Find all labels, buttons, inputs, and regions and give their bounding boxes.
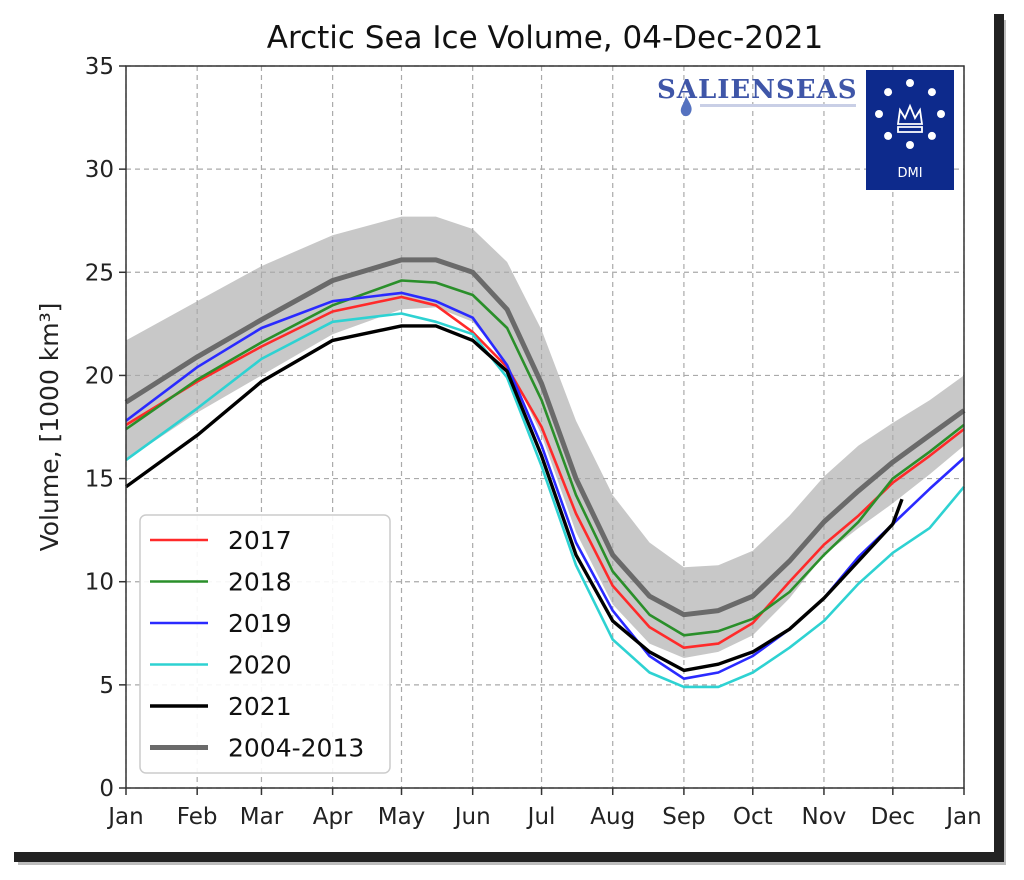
x-tick-label: Sep (662, 804, 705, 830)
y-axis-label: Volume, [1000 km³] (35, 303, 64, 552)
legend-items: 2017 2018 2019 2020 2021 2004-2013 (150, 526, 364, 763)
y-tick-label: 25 (85, 260, 114, 286)
dmi-star (937, 110, 945, 118)
dmi-star (927, 88, 936, 97)
series-lines (124, 257, 966, 689)
x-tick-label: Apr (313, 804, 353, 830)
series-line-2019 (125, 291, 965, 680)
dmi-stars-icon (875, 79, 945, 149)
dmi-star (906, 79, 914, 87)
x-tick-label: Jun (453, 804, 491, 830)
saliensea-underline (700, 104, 856, 107)
x-tick-label: Jan (944, 804, 981, 830)
dmi-star (884, 88, 893, 97)
dmi-logo-box (866, 70, 954, 190)
x-tick-label: Mar (240, 804, 284, 830)
series-line-2021 (125, 324, 904, 673)
chart-title: Arctic Sea Ice Volume, 04-Dec-2021 (267, 20, 823, 56)
dmi-star (875, 110, 883, 118)
y-axis: 0 5 10 15 20 25 30 35 (85, 54, 126, 802)
dmi-logo-text: DMI (897, 166, 922, 181)
saliensea-logo-text: SALIENSEAS (657, 75, 858, 105)
x-tick-label: Dec (871, 804, 916, 830)
saliensea-logo: SALIENSEAS (657, 75, 858, 117)
y-tick-label: 15 (85, 467, 114, 493)
plot-border (125, 65, 965, 789)
dmi-crown-icon (896, 103, 924, 133)
series-line-2017 (125, 295, 965, 649)
saliensea-drop-icon (680, 96, 692, 117)
x-tick-label: Nov (802, 804, 847, 830)
series-line-2020 (125, 312, 965, 689)
x-axis: Jan Feb Mar Apr May Jun Jul Aug Sep Oct Nov Dec Jan (106, 788, 982, 830)
x-tick-label: Jan (106, 804, 143, 830)
y-tick-label: 10 (85, 570, 114, 596)
y-tick-label: 5 (99, 673, 114, 699)
legend-label-2020: 2020 (228, 651, 292, 680)
x-tick-label: Feb (177, 804, 218, 830)
series-line-2018 (125, 279, 965, 637)
dmi-star (906, 141, 914, 149)
legend-box (139, 514, 391, 774)
x-tick-label: Oct (733, 804, 773, 830)
x-tick-label: Jul (526, 804, 556, 830)
legend-label-2018: 2018 (228, 568, 292, 597)
x-tick-label: Aug (590, 804, 635, 830)
dmi-logo: DMI (866, 70, 954, 190)
legend-label-2004-2013: 2004-2013 (228, 734, 364, 763)
y-tick-label: 0 (99, 776, 114, 802)
y-tick-label: 35 (85, 54, 114, 80)
y-tick-label: 30 (85, 157, 114, 183)
series-line-2004-2013 (124, 257, 966, 618)
dmi-star (884, 131, 893, 140)
y-tick-label: 20 (85, 363, 114, 389)
legend-label-2017: 2017 (228, 526, 292, 555)
legend: 2017 2018 2019 2020 2021 2004-2013 (139, 514, 391, 774)
legend-label-2021: 2021 (228, 692, 292, 721)
legend-label-2019: 2019 (228, 609, 292, 638)
x-tick-label: May (378, 804, 426, 830)
dmi-star (927, 131, 936, 140)
